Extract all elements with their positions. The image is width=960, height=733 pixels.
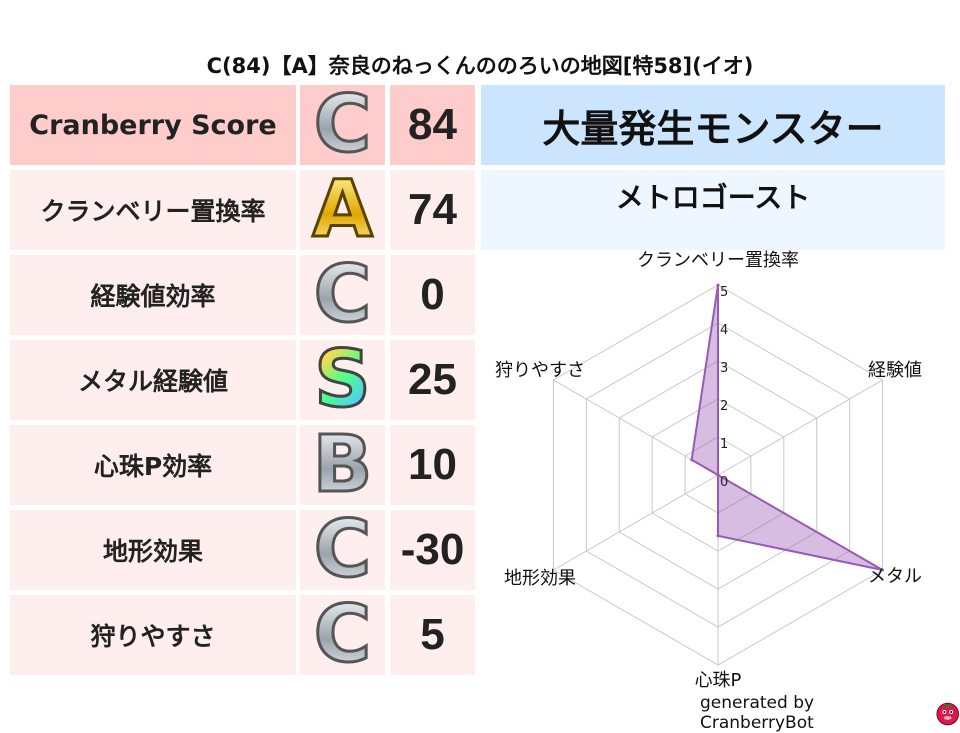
grade-cell-bg xyxy=(300,595,385,675)
grade-badge: C xyxy=(300,510,385,590)
footer: generated by CranberryBot xyxy=(700,693,960,733)
grid-ring xyxy=(651,398,785,552)
grade-cell-bg xyxy=(300,85,385,165)
grade-cell-bg xyxy=(300,170,385,250)
grid-spoke xyxy=(553,474,719,571)
grid-ring xyxy=(618,360,818,590)
axis-label: 心珠P xyxy=(695,670,742,691)
grid-ring xyxy=(585,322,851,628)
radar-point xyxy=(716,534,720,538)
grade-badge: B xyxy=(300,425,385,505)
axis-label: クランベリー置換率 xyxy=(637,250,799,271)
tick-label: 2 xyxy=(720,399,728,414)
row-value: 84 xyxy=(390,85,475,165)
axis-label: 狩りやすさ xyxy=(495,360,585,381)
grade-badge: A xyxy=(300,170,385,250)
row-value: -30 xyxy=(390,510,475,590)
row-value: 10 xyxy=(390,425,475,505)
axis-label: 地形効果 xyxy=(504,568,576,589)
grade-badge: S xyxy=(300,340,385,420)
tick-label: 0 xyxy=(720,475,728,490)
row-value: 5 xyxy=(390,595,475,675)
row-label: Cranberry Score xyxy=(10,85,296,165)
page-title: C(84)【A】奈良のねっくんののろいの地図[特58](イオ) xyxy=(206,54,754,78)
grade-badge: C xyxy=(300,595,385,675)
grade-badge: C xyxy=(300,255,385,335)
axis-label: 経験値 xyxy=(868,360,922,381)
tick-label: 5 xyxy=(720,285,728,300)
row-label: 経験値効率 xyxy=(10,255,296,335)
row-value: 25 xyxy=(390,340,475,420)
radar-series xyxy=(690,284,884,571)
grid-ring xyxy=(684,436,752,514)
grid-ring xyxy=(552,284,884,666)
row-label: 心珠P効率 xyxy=(10,425,296,505)
grade-cell-bg xyxy=(300,340,385,420)
grade-badge: C xyxy=(300,85,385,165)
row-label: 地形効果 xyxy=(10,510,296,590)
tick-label: 3 xyxy=(720,361,728,376)
monster-header: 大量発生モンスター xyxy=(481,85,945,165)
axis-label: メタル xyxy=(868,566,922,587)
row-label: メタル経験値 xyxy=(10,340,296,420)
grid-spoke xyxy=(717,474,883,571)
grade-cell-bg xyxy=(300,510,385,590)
row-value: 0 xyxy=(390,255,475,335)
radar-point xyxy=(716,283,720,287)
grade-cell-bg xyxy=(300,255,385,335)
radar-point xyxy=(690,458,694,462)
footer-text: generated by CranberryBot xyxy=(700,693,815,733)
radar-point xyxy=(716,473,720,477)
tick-label: 1 xyxy=(720,437,728,452)
grid-spoke xyxy=(553,379,719,476)
grade-cell-bg xyxy=(300,425,385,505)
tick-label: 4 xyxy=(720,323,728,338)
row-value: 74 xyxy=(390,170,475,250)
radar-point xyxy=(881,568,885,572)
radar-point xyxy=(716,473,720,477)
row-label: 狩りやすさ xyxy=(10,595,296,675)
grid-spoke xyxy=(717,379,883,476)
cranberry-mascot-icon xyxy=(936,702,959,726)
monster-name: メトロゴースト xyxy=(481,170,945,250)
row-label: クランベリー置換率 xyxy=(10,170,296,250)
